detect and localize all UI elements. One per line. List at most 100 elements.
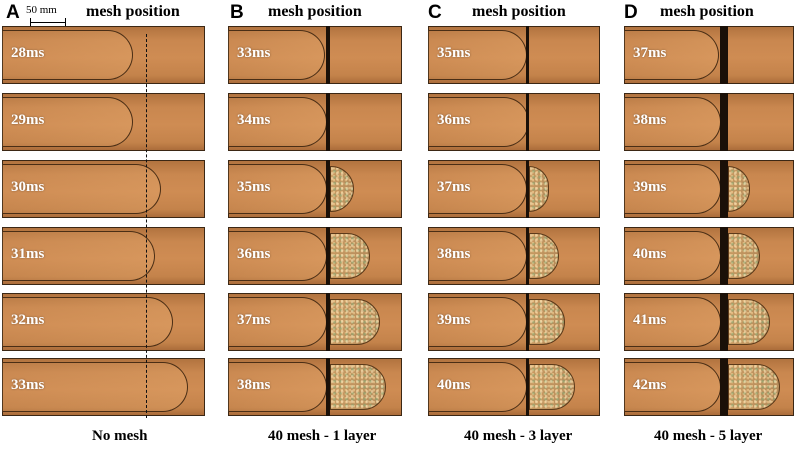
frame-time-label: 30ms: [11, 179, 45, 195]
frame-b-1: 33ms: [228, 26, 402, 84]
flame-front: [228, 97, 327, 147]
mesh-layer: [326, 26, 330, 84]
panel-c-title: mesh position: [472, 3, 566, 20]
transmitted-flame: [728, 299, 770, 345]
frame-time-label: 42ms: [633, 377, 667, 393]
flame-front: [2, 30, 133, 80]
frame-time-label: 31ms: [11, 246, 45, 262]
flame-front: [2, 297, 173, 347]
panel-a-caption: No mesh: [92, 428, 148, 444]
mesh-layer: [526, 227, 529, 285]
frame-time-label: 33ms: [11, 377, 45, 393]
frame-time-label: 33ms: [237, 45, 271, 61]
frame-b-2: 34ms: [228, 93, 402, 151]
mesh-layer: [720, 358, 728, 416]
flame-front: [228, 164, 327, 214]
frame-b-3: 35ms: [228, 160, 402, 218]
frame-b-6: 38ms: [228, 358, 402, 416]
flame-front: [624, 30, 719, 80]
flame-front: [2, 164, 161, 214]
panel-b-title: mesh position: [268, 3, 362, 20]
frame-time-label: 41ms: [633, 312, 667, 328]
transmitted-flame: [529, 299, 565, 345]
panel-c-caption: 40 mesh - 3 layer: [464, 428, 573, 444]
frame-d-4: 40ms: [624, 227, 794, 285]
flame-front: [624, 231, 721, 281]
frame-time-label: 37ms: [237, 312, 271, 328]
panel-d-caption: 40 mesh - 5 layer: [654, 428, 763, 444]
transmitted-flame: [330, 233, 370, 279]
mesh-layer: [526, 358, 529, 416]
frame-time-label: 40ms: [437, 377, 471, 393]
flame-front: [228, 231, 327, 281]
mesh-layer: [326, 358, 330, 416]
transmitted-flame: [529, 166, 549, 212]
panel-b-caption: 40 mesh - 1 layer: [268, 428, 377, 444]
frame-time-label: 36ms: [437, 112, 471, 128]
mesh-layer: [526, 160, 529, 218]
mesh-layer: [326, 293, 330, 351]
scale-label: 50 mm: [26, 4, 57, 16]
frame-a-3: 30ms: [2, 160, 205, 218]
transmitted-flame: [728, 364, 780, 410]
mesh-layer: [326, 93, 330, 151]
mesh-layer: [720, 160, 728, 218]
transmitted-flame: [330, 166, 354, 212]
frame-d-5: 41ms: [624, 293, 794, 351]
panel-letter-c: C: [428, 2, 442, 23]
transmitted-flame: [728, 166, 750, 212]
flame-front: [2, 231, 155, 281]
frame-b-4: 36ms: [228, 227, 402, 285]
flame-front: [228, 30, 325, 80]
frame-time-label: 38ms: [437, 246, 471, 262]
panel-a-title: mesh position: [86, 3, 180, 20]
frame-time-label: 32ms: [11, 312, 45, 328]
flame-front: [428, 297, 527, 347]
frame-d-2: 38ms: [624, 93, 794, 151]
frame-d-6: 42ms: [624, 358, 794, 416]
scale-bar: [30, 18, 66, 27]
transmitted-flame: [330, 364, 386, 410]
frame-c-2: 36ms: [428, 93, 600, 151]
frame-time-label: 36ms: [237, 246, 271, 262]
mesh-position-line: [146, 34, 147, 418]
frame-time-label: 39ms: [633, 179, 667, 195]
flame-front: [2, 362, 188, 412]
flame-front: [228, 362, 327, 412]
flame-front: [2, 97, 133, 147]
frame-c-4: 38ms: [428, 227, 600, 285]
mesh-layer: [326, 160, 330, 218]
frame-c-3: 37ms: [428, 160, 600, 218]
frame-c-1: 35ms: [428, 26, 600, 84]
transmitted-flame: [529, 364, 575, 410]
frame-a-2: 29ms: [2, 93, 205, 151]
frame-time-label: 34ms: [237, 112, 271, 128]
frame-time-label: 38ms: [633, 112, 667, 128]
flame-front: [624, 297, 721, 347]
panel-letter-b: B: [230, 2, 244, 23]
frame-a-5: 32ms: [2, 293, 205, 351]
mesh-layer: [526, 293, 529, 351]
panel-letter-d: D: [624, 2, 638, 23]
mesh-layer: [526, 26, 529, 84]
panel-letter-a: A: [6, 2, 20, 23]
frame-time-label: 35ms: [437, 45, 471, 61]
frame-time-label: 39ms: [437, 312, 471, 328]
frame-time-label: 38ms: [237, 377, 271, 393]
frame-d-1: 37ms: [624, 26, 794, 84]
panel-d-title: mesh position: [660, 3, 754, 20]
flame-front: [624, 164, 721, 214]
frame-a-4: 31ms: [2, 227, 205, 285]
frame-b-5: 37ms: [228, 293, 402, 351]
mesh-layer: [720, 93, 728, 151]
flame-front: [624, 97, 721, 147]
frame-time-label: 37ms: [633, 45, 667, 61]
frame-time-label: 28ms: [11, 45, 45, 61]
frame-d-3: 39ms: [624, 160, 794, 218]
mesh-layer: [720, 293, 728, 351]
transmitted-flame: [529, 233, 559, 279]
frame-time-label: 29ms: [11, 112, 45, 128]
frame-c-6: 40ms: [428, 358, 600, 416]
frame-time-label: 37ms: [437, 179, 471, 195]
frame-c-5: 39ms: [428, 293, 600, 351]
